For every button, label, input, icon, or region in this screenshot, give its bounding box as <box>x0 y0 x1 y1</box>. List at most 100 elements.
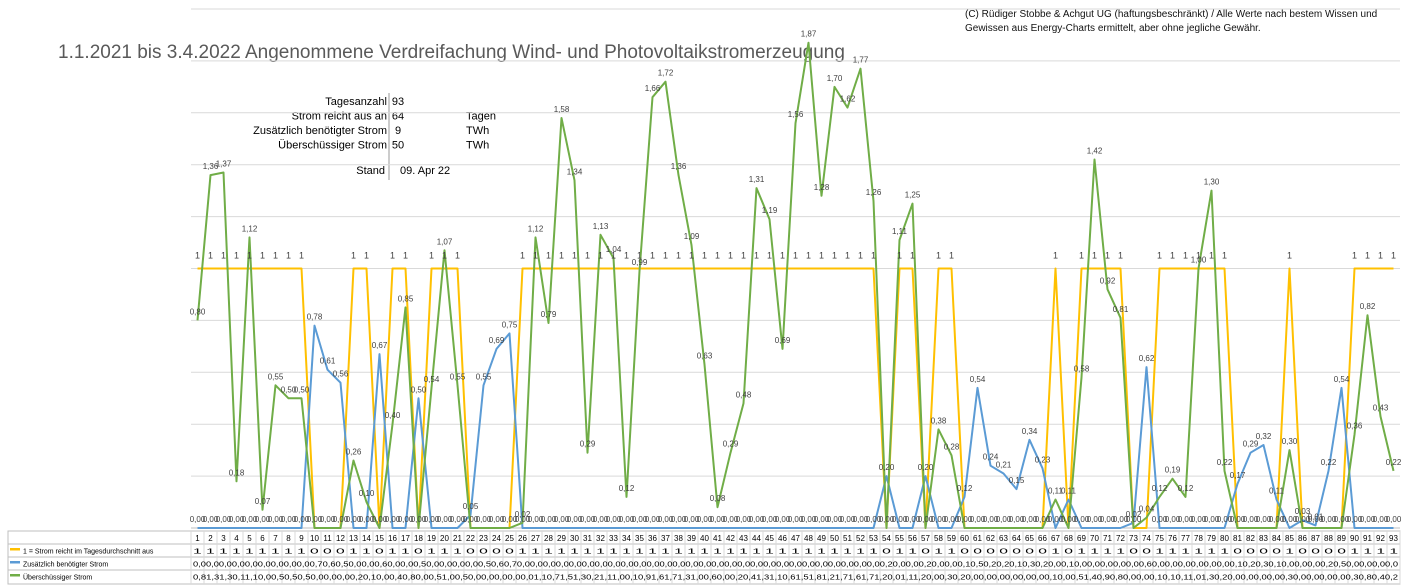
tick-label: 82 <box>1246 534 1255 543</box>
tick-label: 3 <box>221 534 226 543</box>
data-label: 1 <box>767 251 772 261</box>
legend-key <box>10 574 20 577</box>
tick-label: 2 <box>208 534 213 543</box>
data-label: 0,02 <box>515 510 531 519</box>
summary-value: 9 <box>395 125 401 137</box>
data-label: 0,00 <box>1347 515 1363 524</box>
data-label: 1,07 <box>437 237 453 246</box>
data-label: 1 <box>1196 251 1201 261</box>
tick-label: 35 <box>635 534 644 543</box>
data-label: 0,29 <box>1243 440 1259 449</box>
data-label: 0,00 <box>671 515 687 524</box>
tick-label: 55 <box>895 534 904 543</box>
data-label: 1 <box>637 251 642 261</box>
data-label: 0,00 <box>970 515 986 524</box>
data-label: 1 <box>754 251 759 261</box>
tick-label: 86 <box>1298 534 1307 543</box>
data-label: 0,75 <box>502 320 518 329</box>
data-label: 1 <box>273 251 278 261</box>
data-label: 0,00 <box>1048 515 1064 524</box>
data-label: 0,00 <box>645 515 661 524</box>
data-label: 0,00 <box>580 515 596 524</box>
tick-label: 21 <box>453 534 462 543</box>
data-label: 0,00 <box>398 515 414 524</box>
table-row-values: 1 1 1 1 1 1 1 1 1 0 0 0 1 1 0 1 1 0 1 1 … <box>193 547 1398 556</box>
data-label: 0,00 <box>1243 515 1259 524</box>
data-label: 0,48 <box>736 390 752 399</box>
data-label: 0,00 <box>918 515 934 524</box>
data-label: 1 <box>403 251 408 261</box>
tick-label: 76 <box>1168 534 1177 543</box>
data-label: 0,00 <box>359 515 375 524</box>
data-label: 1,00 <box>1191 256 1207 265</box>
data-label: 0,00 <box>1126 515 1142 524</box>
data-label: 0,00 <box>515 515 531 524</box>
tick-label: 70 <box>1090 534 1099 543</box>
data-label: 0,01 <box>1308 512 1324 521</box>
data-label: 0,69 <box>775 336 791 345</box>
tick-label: 23 <box>479 534 488 543</box>
data-label: 0,56 <box>333 370 349 379</box>
data-label: 1 <box>1222 251 1227 261</box>
data-label: 0,00 <box>593 515 609 524</box>
tick-label: 84 <box>1272 534 1281 543</box>
data-label: 0,00 <box>1295 515 1311 524</box>
tick-label: 38 <box>674 534 683 543</box>
data-label: 0,00 <box>983 515 999 524</box>
data-label: 1 <box>1391 251 1396 261</box>
data-label: 0,29 <box>580 440 596 449</box>
data-label: 1 <box>1378 251 1383 261</box>
data-label: 0,55 <box>268 372 284 381</box>
tick-label: 25 <box>505 534 514 543</box>
tick-label: 8 <box>286 534 291 543</box>
tick-label: 53 <box>869 534 878 543</box>
data-label: 0,00 <box>762 515 778 524</box>
data-label: 1 <box>858 251 863 261</box>
tick-label: 27 <box>531 534 540 543</box>
tick-label: 6 <box>260 534 265 543</box>
data-label: 1 <box>520 251 525 261</box>
legend-key <box>10 561 20 564</box>
data-label: 0,28 <box>944 442 960 451</box>
data-label: 1 <box>533 251 538 261</box>
data-label: 1 <box>429 251 434 261</box>
summary-label: Überschüssiger Strom <box>278 140 387 152</box>
data-label: 0,00 <box>840 515 856 524</box>
tick-label: 30 <box>570 534 579 543</box>
data-label: 1,37 <box>216 159 232 168</box>
tick-label: 40 <box>700 534 709 543</box>
stand-label: Stand <box>356 165 385 177</box>
data-label: 0,00 <box>424 515 440 524</box>
series-line-3 <box>196 41 1395 529</box>
tick-label: 57 <box>921 534 930 543</box>
data-label: 0,00 <box>541 515 557 524</box>
data-label: 0,00 <box>1373 515 1389 524</box>
data-label: 0,08 <box>710 494 726 503</box>
data-label: 0,00 <box>905 515 921 524</box>
tick-label: 77 <box>1181 534 1190 543</box>
legend-label: Zusätzlich benötigter Strom <box>23 562 108 569</box>
data-label: 0,22 <box>1217 458 1233 467</box>
data-label: 1 <box>234 251 239 261</box>
data-label: 1 <box>1365 251 1370 261</box>
data-label: 0,54 <box>970 375 986 384</box>
data-label: 1,62 <box>840 95 856 104</box>
data-label: 0,00 <box>1152 515 1168 524</box>
tick-label: 59 <box>947 534 956 543</box>
data-label: 1 <box>546 251 551 261</box>
tick-label: 54 <box>882 534 891 543</box>
data-label: 0,22 <box>1386 458 1402 467</box>
data-label: 0,55 <box>450 372 466 381</box>
data-label: 0,00 <box>1269 515 1285 524</box>
data-label: 0,99 <box>632 258 648 267</box>
data-label: 0,30 <box>1282 437 1298 446</box>
tick-label: 11 <box>323 534 332 543</box>
data-label: 0,62 <box>1139 354 1155 363</box>
tick-label: 32 <box>596 534 605 543</box>
data-label: 0,00 <box>827 515 843 524</box>
data-label: 1 <box>1352 251 1357 261</box>
data-label: 1,66 <box>645 84 661 93</box>
data-label: 0,20 <box>918 463 934 472</box>
data-label: 0,63 <box>697 352 713 361</box>
data-label: 0,38 <box>931 416 947 425</box>
